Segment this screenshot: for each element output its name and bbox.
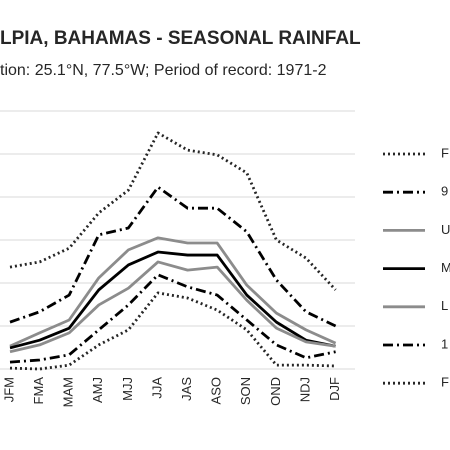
series-line xyxy=(9,260,336,354)
x-tick-label: OND xyxy=(268,377,283,406)
legend-label: F xyxy=(441,145,449,160)
x-tick-label: ASO xyxy=(209,377,224,404)
legend-label: U xyxy=(441,222,450,237)
legend-label: F xyxy=(441,375,449,390)
x-tick-label: JFM xyxy=(1,377,16,402)
legend-label: M xyxy=(441,260,450,275)
legend-label: L xyxy=(441,298,448,313)
x-tick-label: SON xyxy=(238,377,253,405)
chart-subtitle: tion: 25.1°N, 77.5°W; Period of record: … xyxy=(0,62,327,79)
chart-title: LPIA, BAHAMAS - SEASONAL RAINFAL xyxy=(0,28,361,49)
x-tick-label: FMA xyxy=(31,377,46,405)
series-line xyxy=(9,185,337,328)
series-line xyxy=(9,291,336,371)
series-line xyxy=(9,273,336,364)
series-line xyxy=(9,236,337,348)
x-tick-label: DJF xyxy=(327,377,342,401)
x-tick-label: JJA xyxy=(149,377,164,399)
x-tick-label: MAM xyxy=(61,377,76,407)
x-tick-label: NDJ xyxy=(297,377,312,402)
legend-label: 9 xyxy=(441,184,448,199)
x-tick-label: MJJ xyxy=(120,377,135,401)
legend-label: 1 xyxy=(441,336,448,351)
series-line xyxy=(9,250,336,350)
x-tick-label: AMJ xyxy=(90,377,105,403)
x-tick-label: JAS xyxy=(179,377,194,401)
